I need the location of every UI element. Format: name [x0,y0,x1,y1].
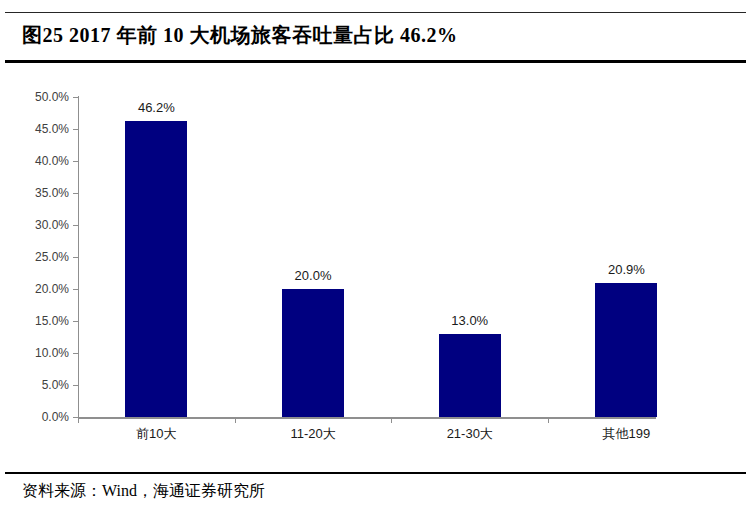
bar-value-label: 20.9% [576,262,676,278]
report-figure-panel: 图25 2017 年前 10 大机场旅客吞吐量占比 46.2% 0.0%5.0%… [0,0,751,523]
y-tick-label: 40.0% [0,154,69,169]
category-label: 其他199 [566,426,686,442]
x-tick [78,419,79,423]
x-tick [548,419,549,423]
bar-value-label: 46.2% [106,100,206,116]
y-tick-label: 0.0% [0,410,69,425]
y-tick [73,161,78,162]
y-tick [73,353,78,354]
y-tick [73,97,78,98]
y-tick-label: 30.0% [0,218,69,233]
bar-value-label: 13.0% [420,313,520,329]
footer-rule [5,472,746,474]
y-tick [73,257,78,258]
category-label: 21-30大 [410,426,530,442]
bar-value-label: 20.0% [263,268,363,284]
x-tick [391,419,392,423]
y-tick-label: 45.0% [0,122,69,137]
bar-chart-area: 0.0% 5.0% 10.0% 15.0% 20.0% 25.0% 30.0% 35.0% 40… [0,0,751,523]
y-tick [73,289,78,290]
y-axis-line [78,96,79,420]
source-note: 资料来源：Wind，海通证券研究所 [22,481,741,502]
bar [595,283,657,417]
category-label: 11-20大 [253,426,373,442]
y-tick [73,417,78,418]
y-tick [73,321,78,322]
y-tick-label: 15.0% [0,314,69,329]
y-tick-label: 10.0% [0,346,69,361]
y-tick-label: 25.0% [0,250,69,265]
bar [125,121,187,417]
y-tick [73,385,78,386]
category-label: 前10大 [96,426,216,442]
y-tick [73,225,78,226]
bar [439,334,501,417]
y-tick-label: 35.0% [0,186,69,201]
y-tick-label: 20.0% [0,282,69,297]
x-axis-line [78,417,656,419]
x-tick [235,419,236,423]
y-tick [73,129,78,130]
y-tick-label: 5.0% [0,378,69,393]
y-tick [73,193,78,194]
bar [282,289,344,417]
y-tick-label: 50.0% [0,90,69,105]
